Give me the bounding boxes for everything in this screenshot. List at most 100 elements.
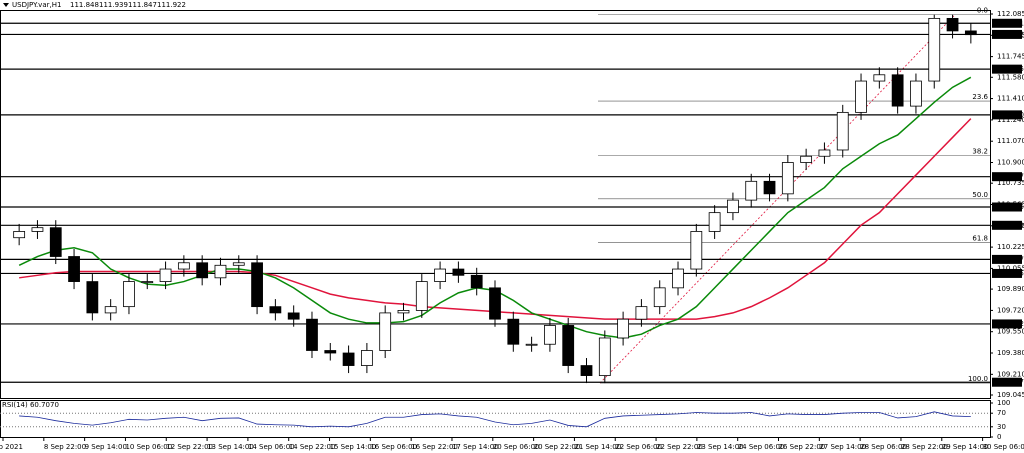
fib-label: 100.0 bbox=[968, 375, 988, 383]
candle-body bbox=[727, 199, 739, 214]
candle-body bbox=[177, 262, 190, 270]
level-label: 112.011 bbox=[995, 19, 1024, 27]
candle-body bbox=[964, 30, 977, 36]
fib-label: 50.0 bbox=[972, 191, 988, 199]
fib-label: 38.2 bbox=[972, 147, 988, 155]
level-label: 110.127 bbox=[995, 255, 1024, 263]
y-tick-label: 110.900 bbox=[997, 159, 1024, 167]
candle-body bbox=[415, 281, 428, 311]
candle-body bbox=[141, 281, 154, 283]
candle-body bbox=[507, 318, 520, 345]
x-tick-label: 21 Sep 14:00 bbox=[574, 443, 621, 451]
x-tick-label: 22 Sep 22:00 bbox=[656, 443, 703, 451]
candle-body bbox=[470, 274, 483, 289]
y-tick-label: 109.045 bbox=[997, 391, 1024, 399]
fib-trend bbox=[599, 14, 956, 384]
candle-body bbox=[653, 287, 666, 308]
candle-body bbox=[104, 306, 117, 314]
candle-body bbox=[617, 318, 630, 339]
y-tick-label: 110.055 bbox=[997, 264, 1024, 272]
candle-body bbox=[580, 365, 593, 376]
level-label: 110.787 bbox=[995, 173, 1024, 181]
y-tick-label: 109.890 bbox=[997, 285, 1024, 293]
rsi-tick-label: 30 bbox=[997, 423, 1006, 431]
candle-body bbox=[910, 80, 922, 107]
level-tag bbox=[992, 110, 1022, 120]
y-tick-label: 109.380 bbox=[997, 349, 1024, 357]
candle-body bbox=[598, 337, 611, 376]
x-tick-label: 16 Sep 22:00 bbox=[411, 443, 458, 451]
x-tick-label: 24 Sep 06:00 bbox=[738, 443, 785, 451]
x-tick-label: 13 Sep 14:00 bbox=[207, 443, 254, 451]
level-label: 111.922 bbox=[995, 30, 1024, 38]
x-tick-label: 29 Sep 14:00 bbox=[942, 443, 989, 451]
y-tick-label: 111.580 bbox=[997, 73, 1024, 81]
candle-body bbox=[379, 312, 392, 351]
candle-body bbox=[68, 256, 80, 282]
candle-body bbox=[342, 352, 355, 366]
y-tick-label: 111.745 bbox=[997, 53, 1024, 61]
rsi-line bbox=[19, 411, 971, 428]
x-tick-label: 28 Sep 22:00 bbox=[901, 443, 948, 451]
rsi-tick-label: 100 bbox=[997, 399, 1010, 407]
candle-body bbox=[232, 262, 245, 266]
x-tick-label: 8 Sep 2021 bbox=[0, 443, 23, 451]
level-label: 111.645 bbox=[995, 65, 1024, 73]
candle-body bbox=[251, 262, 263, 308]
candle-body bbox=[287, 312, 300, 320]
x-tick-label: 9 Sep 14:00 bbox=[85, 443, 127, 451]
level-tag bbox=[992, 64, 1022, 74]
level-tag bbox=[992, 268, 1022, 278]
rsi-title: RSI(14) 60.7070 bbox=[2, 401, 59, 409]
symbol: USDJPY.var,H1 bbox=[12, 1, 61, 9]
x-tick-label: 26 Sep 22:00 bbox=[779, 443, 826, 451]
x-tick-label: 17 Sep 14:00 bbox=[452, 443, 499, 451]
ohlc-value: 111.848 bbox=[70, 1, 99, 9]
x-tick-label: 8 Sep 22:00 bbox=[44, 443, 86, 451]
x-tick-label: 28 Sep 06:00 bbox=[860, 443, 907, 451]
ohlc-value: 111.922 bbox=[157, 1, 186, 9]
x-tick-label: 10 Sep 06:00 bbox=[125, 443, 172, 451]
x-tick-label: 20 Sep 06:00 bbox=[493, 443, 540, 451]
y-tick-label: 111.070 bbox=[997, 137, 1024, 145]
candle-body bbox=[86, 281, 99, 314]
y-tick-label: 110.225 bbox=[997, 243, 1024, 251]
y-tick-label: 112.085 bbox=[997, 10, 1024, 18]
x-tick-label: 23 Sep 14:00 bbox=[697, 443, 744, 451]
rsi-panel bbox=[0, 400, 991, 438]
candle-body bbox=[214, 264, 227, 279]
level-tag bbox=[992, 202, 1022, 212]
candle-body bbox=[489, 287, 501, 320]
level-tag bbox=[992, 319, 1022, 329]
ohlc-value: 111.847 bbox=[128, 1, 157, 9]
candle-body bbox=[635, 306, 648, 320]
candle-body bbox=[708, 212, 721, 232]
level-label: 110.015 bbox=[995, 269, 1024, 277]
candle-body bbox=[763, 180, 776, 195]
candle-body bbox=[562, 325, 575, 366]
level-tag bbox=[992, 220, 1022, 230]
level-label: 109.147 bbox=[995, 378, 1024, 386]
candle-body bbox=[397, 310, 410, 314]
candle-body bbox=[873, 74, 886, 82]
x-tick-label: 15 Sep 14:00 bbox=[330, 443, 377, 451]
candle-body bbox=[306, 318, 318, 351]
candle-body bbox=[855, 80, 867, 113]
candle-body bbox=[891, 74, 904, 107]
y-tick-label: 109.210 bbox=[997, 370, 1024, 378]
fib-label: 61.8 bbox=[972, 234, 988, 242]
candle-body bbox=[690, 231, 703, 270]
candle-body bbox=[123, 281, 135, 308]
level-tag bbox=[992, 18, 1022, 28]
candle-body bbox=[13, 231, 26, 239]
level-tag bbox=[992, 377, 1022, 387]
candle-body bbox=[360, 350, 373, 366]
candle-body bbox=[781, 162, 794, 195]
y-tick-label: 111.240 bbox=[997, 116, 1024, 124]
level-tag bbox=[992, 29, 1022, 39]
menu-icon bbox=[3, 3, 9, 7]
x-tick-label: 14 Sep 06:00 bbox=[248, 443, 295, 451]
candle-body bbox=[49, 227, 62, 257]
candle-body bbox=[159, 268, 172, 282]
